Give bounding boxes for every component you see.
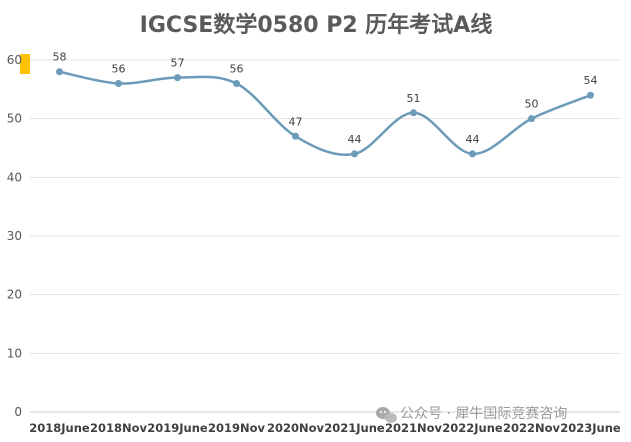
data-label: 44 [466, 133, 480, 146]
y-tick-label: 60 [7, 53, 22, 67]
y-tick-label: 20 [7, 288, 22, 302]
data-markers [56, 68, 594, 158]
data-label: 50 [525, 98, 539, 111]
data-label: 54 [584, 74, 598, 87]
data-point [587, 91, 594, 99]
x-tick-label: 2022June [442, 421, 503, 435]
x-tick-label: 2021Nov [385, 421, 443, 435]
y-tick-label: 10 [7, 346, 22, 360]
x-tick-labels: 2018June 2018Nov 2019June 2019Nov 2020Nov 202… [29, 421, 621, 435]
data-label: 44 [348, 133, 362, 146]
data-point [410, 109, 417, 117]
data-label: 47 [289, 115, 303, 128]
x-tick-label: 2018June [29, 421, 90, 435]
data-point [115, 79, 122, 87]
x-tick-label: 2021June [324, 421, 385, 435]
series-line [59, 70, 591, 156]
y-tick-label: 30 [7, 229, 22, 243]
data-label: 56 [230, 62, 244, 75]
y-tick-labels: 0 10 20 30 40 50 60 [7, 53, 22, 419]
y-axis-highlight-marker [20, 54, 30, 74]
data-point [56, 68, 63, 76]
wechat-icon [376, 407, 397, 423]
y-tick-label: 0 [14, 405, 22, 419]
data-point [174, 74, 181, 82]
data-point [292, 132, 299, 140]
y-tick-label: 40 [7, 170, 22, 184]
data-point [351, 150, 358, 158]
x-tick-label: 2023June [560, 421, 621, 435]
data-labels: 58 56 57 56 47 44 51 44 50 54 [53, 51, 598, 146]
gridlines [30, 59, 620, 413]
data-point [233, 79, 240, 87]
data-point [469, 150, 476, 158]
data-label: 56 [112, 62, 126, 75]
x-tick-label: 2018Nov [90, 421, 148, 435]
chart-title: IGCSE数学0580 P2 历年考试A线 [140, 12, 493, 38]
x-tick-label: 2019June [147, 421, 208, 435]
watermark-text: 公众号 · 犀牛国际竞赛咨询 [400, 405, 567, 422]
data-label: 51 [407, 92, 421, 105]
x-tick-label: 2020Nov [267, 421, 325, 435]
x-tick-label: 2022Nov [503, 421, 561, 435]
x-tick-label: 2019Nov [208, 421, 266, 435]
watermark: 公众号 · 犀牛国际竞赛咨询 [376, 405, 567, 423]
y-tick-label: 50 [7, 112, 22, 126]
data-point [528, 115, 535, 123]
data-label: 57 [171, 57, 185, 70]
data-label: 58 [53, 51, 67, 64]
